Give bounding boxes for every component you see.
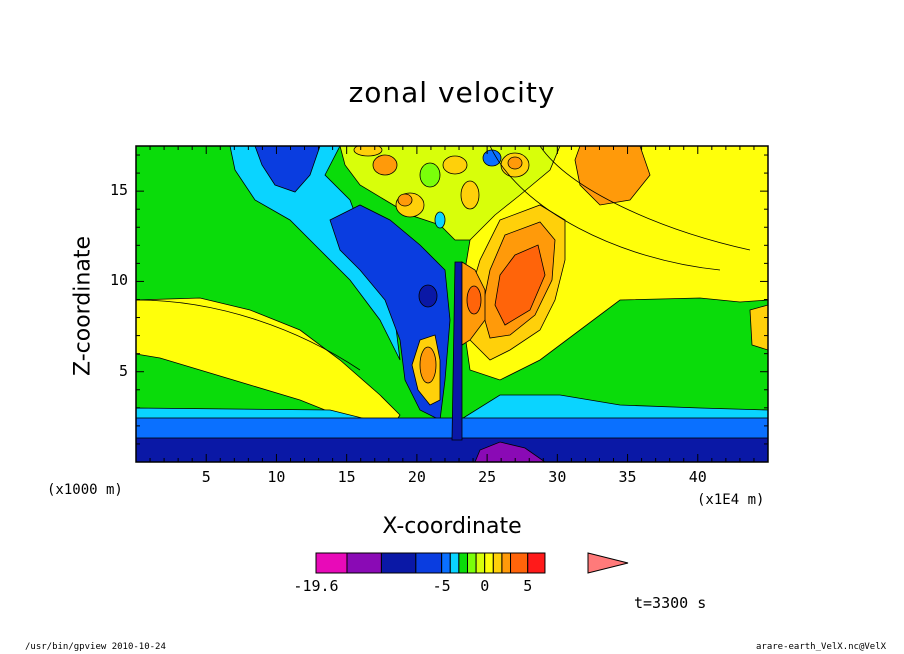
- colorbar-swatch: [466, 552, 477, 574]
- chart-title: zonal velocity: [348, 76, 556, 109]
- colorbar-swatch: [484, 552, 494, 574]
- field-blob-orange-upper-right: [574, 146, 651, 206]
- x-unit-label: (x1000 m): [47, 482, 123, 498]
- colorbar-swatch: [510, 552, 529, 574]
- y-tick-label: 10: [109, 271, 128, 290]
- y-tick-label: 5: [118, 361, 128, 380]
- axis-ticks: [136, 146, 768, 462]
- x-tick-label: 20: [407, 468, 426, 486]
- field-column-darkorange: [494, 244, 546, 326]
- colorbar-swatch: [415, 552, 443, 574]
- colorbar-extension-arrow: [587, 552, 629, 574]
- footer-left: /usr/bin/gpview 2010-10-24: [25, 642, 166, 652]
- colorbar-swatch: [501, 552, 512, 574]
- colorbar-swatch: [380, 552, 417, 574]
- x-scale-label: (x1E4 m): [697, 492, 765, 508]
- field-dipole-core: [466, 285, 482, 315]
- plot-frame: [135, 145, 769, 463]
- colorbar-tick-label: -5: [432, 577, 451, 595]
- y-tick-label: 15: [109, 181, 128, 200]
- x-tick-label: 30: [548, 468, 567, 486]
- x-tick-label: 15: [337, 468, 356, 486]
- colorbar-swatch: [492, 552, 503, 574]
- colorbar-tick-label: 0: [480, 577, 490, 595]
- colorbar-swatch: [458, 552, 468, 574]
- colorbar-swatch: [449, 552, 460, 574]
- field-band-darkblue-bottom: [136, 437, 768, 462]
- time-annotation: t=3300 s: [634, 594, 707, 612]
- x-axis-label: X-coordinate: [382, 514, 522, 539]
- field-dipole-negative: [451, 261, 463, 441]
- field-lobe-purple: [474, 441, 546, 462]
- colorbar-swatch: [315, 552, 348, 574]
- colorbar-swatch: [441, 552, 451, 574]
- field-blob-blue-upper-left: [254, 146, 321, 193]
- colorbar-swatch: [346, 552, 382, 574]
- x-tick-label: 40: [688, 468, 707, 486]
- field-cell-lower-left-core: [419, 346, 437, 384]
- field-cells-upper: [353, 146, 530, 229]
- colorbar-tick-label: -19.6: [293, 577, 339, 595]
- colorbar-swatch: [527, 552, 546, 574]
- field-spot-darkblue: [418, 284, 438, 308]
- field-band-cyan-upper: [229, 146, 401, 361]
- contour-lines: [136, 146, 751, 371]
- y-axis-label: Z-coordinate: [70, 236, 96, 376]
- x-tick-label: 25: [478, 468, 497, 486]
- x-tick-label: 5: [201, 468, 211, 486]
- x-tick-label: 10: [267, 468, 286, 486]
- colorbar-swatch: [475, 552, 486, 574]
- field-edge-right: [749, 304, 768, 351]
- velocity-field: [136, 146, 768, 462]
- x-tick-label: 35: [618, 468, 637, 486]
- colorbar: [315, 552, 629, 574]
- colorbar-tick-label: 5: [523, 577, 533, 595]
- footer-right: arare-earth_VelX.nc@VelX: [756, 642, 887, 652]
